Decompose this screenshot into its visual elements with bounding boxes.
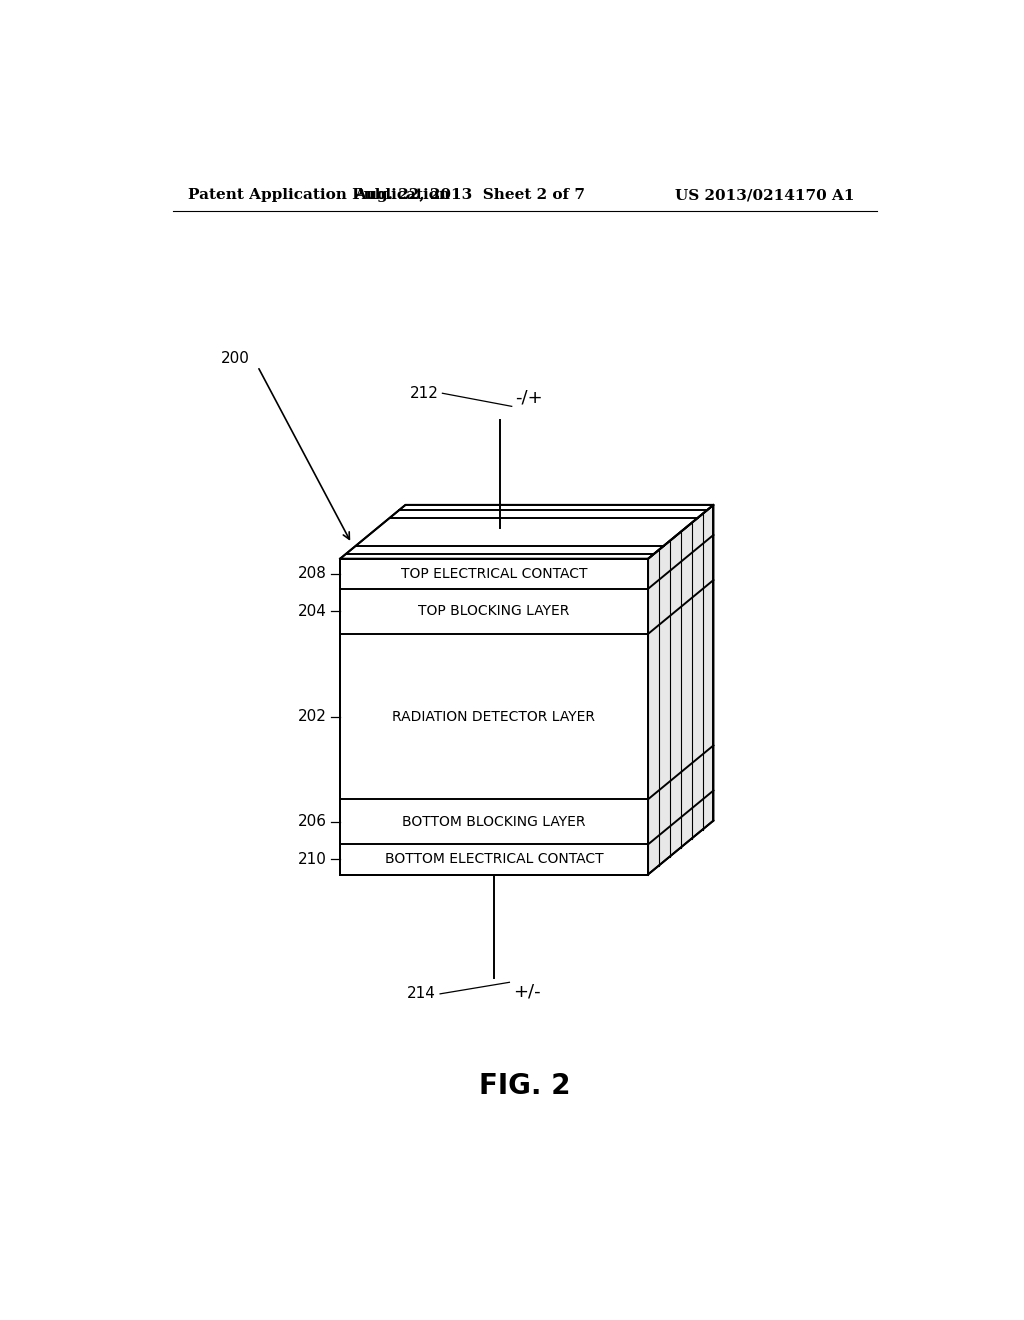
Text: 210: 210 <box>298 851 327 867</box>
Text: Patent Application Publication: Patent Application Publication <box>188 189 451 202</box>
Polygon shape <box>340 558 648 875</box>
Text: FIG. 2: FIG. 2 <box>479 1072 570 1101</box>
Text: 212: 212 <box>410 385 438 401</box>
Text: 204: 204 <box>298 605 327 619</box>
Text: 206: 206 <box>298 814 327 829</box>
Polygon shape <box>340 506 714 558</box>
Text: 208: 208 <box>298 566 327 581</box>
Text: BOTTOM BLOCKING LAYER: BOTTOM BLOCKING LAYER <box>402 814 586 829</box>
Text: 214: 214 <box>408 986 436 1002</box>
Text: BOTTOM ELECTRICAL CONTACT: BOTTOM ELECTRICAL CONTACT <box>385 853 603 866</box>
Text: 202: 202 <box>298 709 327 725</box>
Text: -/+: -/+ <box>515 388 543 407</box>
Text: TOP ELECTRICAL CONTACT: TOP ELECTRICAL CONTACT <box>400 566 587 581</box>
Text: Aug. 22, 2013  Sheet 2 of 7: Aug. 22, 2013 Sheet 2 of 7 <box>354 189 585 202</box>
Text: +/-: +/- <box>513 982 541 1001</box>
Text: US 2013/0214170 A1: US 2013/0214170 A1 <box>675 189 854 202</box>
Polygon shape <box>648 506 714 875</box>
Text: RADIATION DETECTOR LAYER: RADIATION DETECTOR LAYER <box>392 710 596 723</box>
Text: TOP BLOCKING LAYER: TOP BLOCKING LAYER <box>419 605 569 618</box>
Text: 200: 200 <box>221 351 250 366</box>
